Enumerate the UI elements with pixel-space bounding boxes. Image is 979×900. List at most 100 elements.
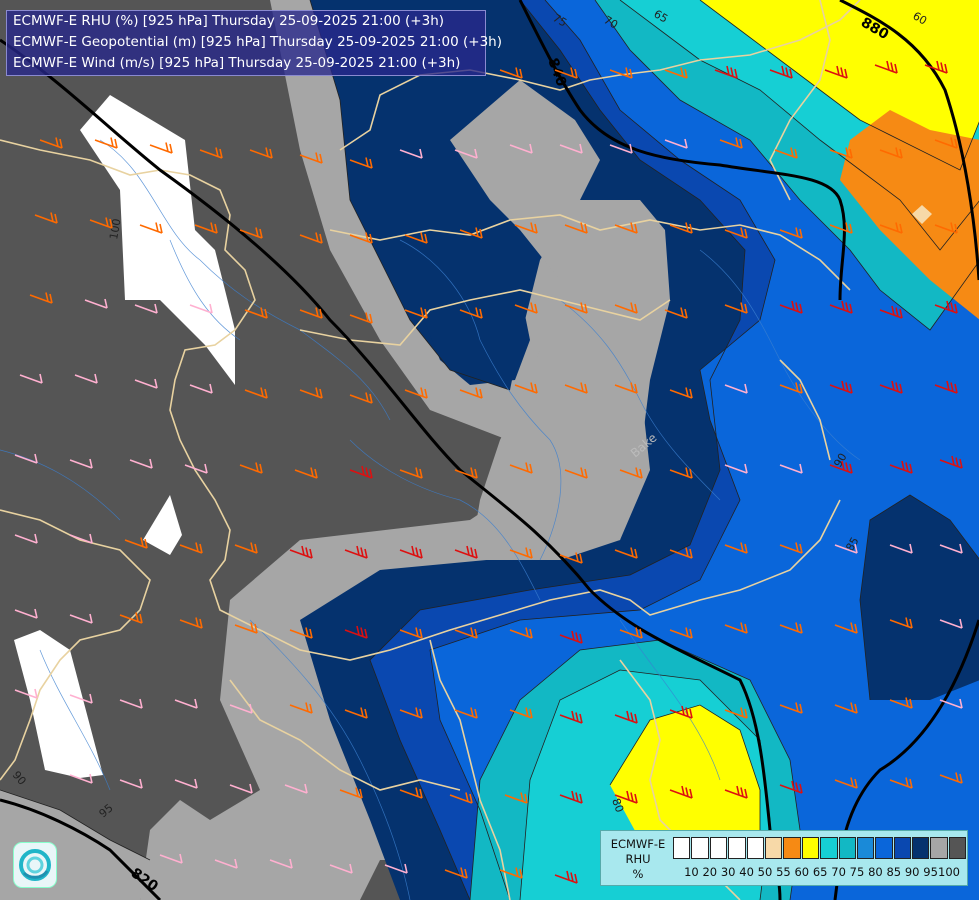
wind-barb — [834, 543, 858, 554]
rhu-dry-zone-2 — [143, 495, 182, 555]
wind-barb — [879, 380, 903, 394]
legend-tick-label: 40 — [739, 865, 754, 879]
wind-barb — [179, 542, 203, 554]
legend-swatches — [673, 837, 967, 859]
wind-barb — [194, 222, 218, 234]
legend-model: ECMWF-E — [610, 837, 666, 851]
wind-barb — [614, 222, 638, 234]
wind-barb — [724, 383, 748, 394]
wind-barb — [939, 772, 963, 784]
wind-barb — [284, 783, 308, 794]
rhu-label-65: 65 — [652, 7, 671, 25]
wind-barb — [39, 137, 63, 149]
wind-barb — [779, 300, 803, 314]
wind-barb — [779, 780, 803, 794]
legend-tick-label: 55 — [776, 865, 791, 879]
wind-barb — [344, 545, 368, 559]
wind-barb — [554, 67, 578, 79]
legend-tick-label: 100 — [938, 865, 960, 879]
legend-variable: RHU — [625, 852, 651, 866]
wind-barb — [664, 67, 688, 79]
wind-barb — [459, 307, 483, 319]
wind-barb — [669, 705, 693, 719]
legend-swatch — [930, 837, 948, 859]
wind-barb — [239, 462, 263, 474]
wind-barb — [69, 533, 93, 544]
wind-barb — [724, 463, 748, 474]
wind-barb — [89, 217, 113, 229]
title-box: ECMWF-E RHU (%) [925 hPa] Thursday 25-09… — [6, 10, 502, 76]
wind-barb — [399, 787, 423, 799]
wind-barb — [69, 458, 93, 469]
wind-barb — [349, 232, 373, 244]
wind-barb — [399, 467, 423, 479]
wind-barb — [349, 157, 373, 169]
legend-swatch — [673, 837, 691, 859]
wind-barb — [229, 783, 253, 794]
wind-barb — [834, 622, 858, 634]
rhu-label-75: 75 — [551, 11, 570, 29]
wind-barb — [669, 222, 693, 234]
wind-barb — [399, 627, 423, 639]
wind-barb — [779, 622, 803, 634]
wind-barb — [939, 543, 963, 554]
wind-barb — [249, 147, 273, 159]
wind-barb — [214, 858, 238, 869]
wind-barb — [454, 467, 478, 479]
wind-barb — [184, 463, 208, 474]
wind-barb — [889, 617, 913, 629]
wind-barb — [344, 625, 368, 639]
wind-barb — [69, 693, 93, 704]
wind-barb — [139, 222, 163, 234]
wind-barb — [559, 790, 583, 804]
wind-barb — [779, 463, 803, 474]
legend-tick-label: 20 — [702, 865, 718, 879]
wind-barb — [669, 627, 693, 639]
wind-barb — [564, 222, 588, 234]
wind-barb — [299, 307, 323, 319]
wind-barb — [444, 867, 468, 879]
wind-barb — [84, 298, 108, 309]
legend-tick-label: 60 — [794, 865, 810, 879]
wind-barb — [29, 292, 53, 304]
wind-barb — [499, 67, 523, 79]
legend-swatch — [709, 837, 728, 859]
wind-barb — [244, 307, 268, 319]
wind-barb — [269, 858, 293, 869]
wind-barb — [889, 543, 913, 554]
wind-barb — [669, 785, 693, 799]
legend-ticks: 10 20 30 40 50 55 60 65 70 75 80 85 90 95 100 — [673, 865, 973, 879]
wind-barb — [829, 380, 853, 394]
wind-barb — [829, 147, 853, 159]
wind-barb — [564, 467, 588, 479]
logo-icon — [19, 849, 51, 881]
rhu-label-60: 60 — [911, 9, 930, 27]
wind-barb — [19, 373, 43, 384]
wind-barb — [614, 302, 638, 314]
wind-barb — [349, 312, 373, 324]
wind-barb — [149, 142, 173, 154]
wind-barb — [349, 465, 373, 479]
wind-barb — [174, 778, 198, 789]
wind-barb — [514, 222, 538, 234]
wind-barb — [619, 467, 643, 479]
wind-barb — [14, 453, 38, 464]
wind-barb — [289, 702, 313, 714]
title-wind: ECMWF-E Wind (m/s) [925 hPa] Thursday 25… — [13, 55, 461, 71]
wind-barb — [339, 787, 363, 799]
legend-swatch — [856, 837, 875, 859]
wind-barb — [829, 222, 853, 234]
wind-barb — [769, 65, 793, 79]
wind-barb — [384, 863, 408, 874]
title-geopotential: ECMWF-E Geopotential (m) [925 hPa] Thurs… — [13, 34, 502, 50]
wind-barb — [399, 148, 423, 159]
wind-barb — [294, 467, 318, 479]
wind-barb — [774, 147, 798, 159]
legend-tick-label: 30 — [720, 865, 736, 879]
wind-barb — [824, 65, 848, 79]
wind-barb — [939, 618, 963, 629]
wind-barb — [244, 387, 268, 399]
wind-barb — [564, 302, 588, 314]
wind-barb — [69, 773, 93, 784]
legend-swatch — [783, 837, 801, 859]
